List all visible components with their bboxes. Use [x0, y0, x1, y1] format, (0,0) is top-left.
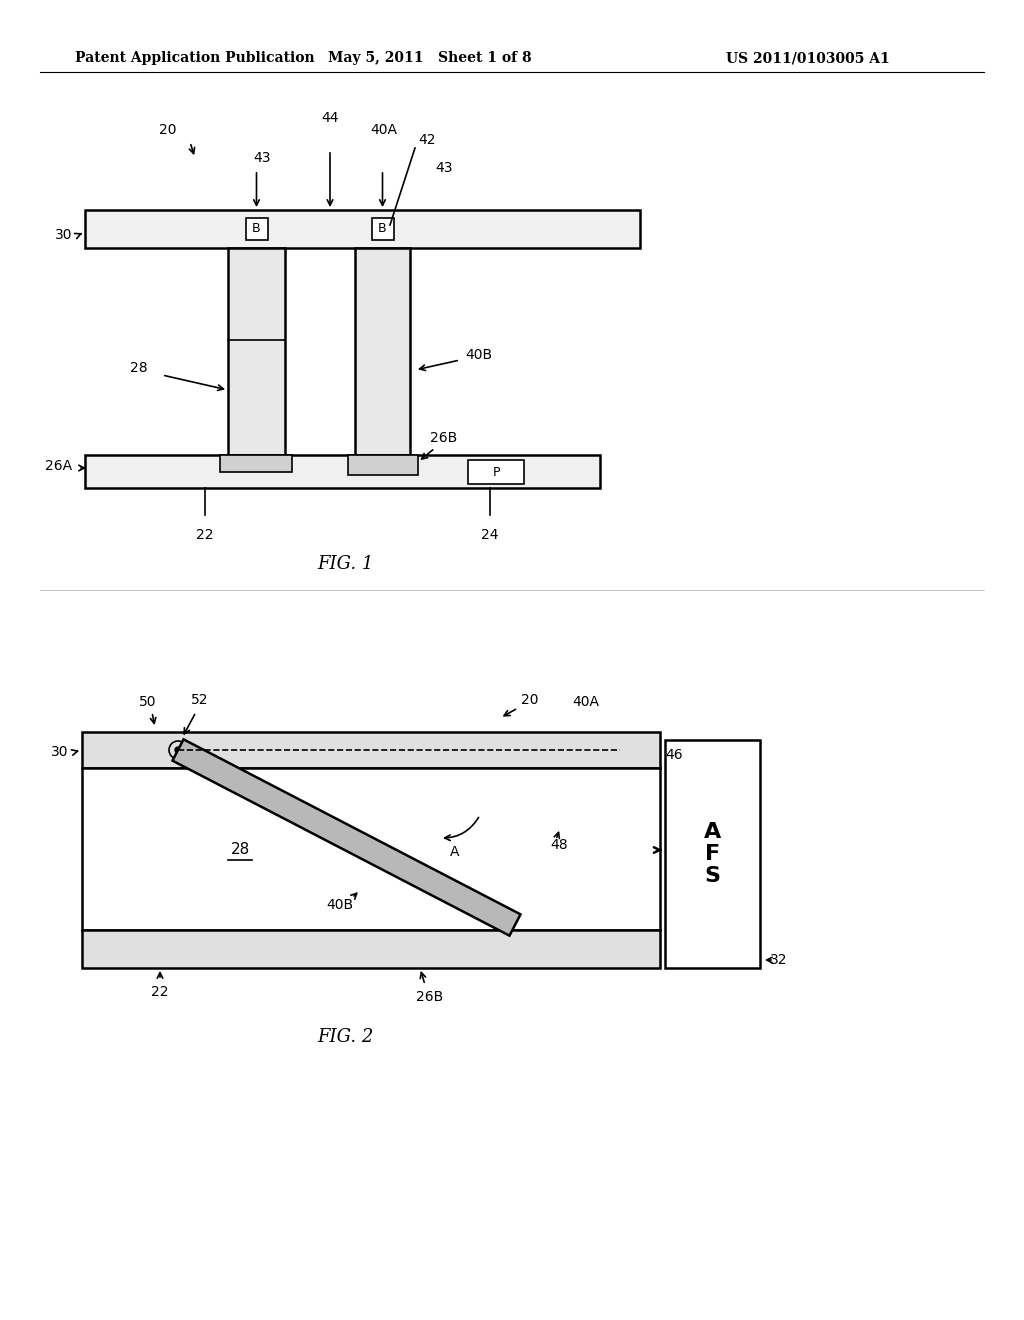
Polygon shape — [172, 739, 520, 936]
Bar — [220, 455, 292, 473]
Text: B: B — [378, 223, 387, 235]
Text: 40B: 40B — [465, 348, 493, 362]
Text: 24: 24 — [481, 528, 499, 543]
Text: 26B: 26B — [430, 432, 458, 445]
Bar — [246, 218, 267, 240]
Text: 50: 50 — [139, 696, 157, 709]
Bar — [355, 248, 410, 455]
Text: FIG. 1: FIG. 1 — [316, 554, 373, 573]
Text: 26B: 26B — [417, 990, 443, 1005]
Bar — [665, 741, 760, 968]
Text: 26A: 26A — [45, 459, 72, 473]
Text: 22: 22 — [152, 985, 169, 999]
Text: F: F — [705, 843, 720, 865]
Text: 30: 30 — [50, 744, 68, 759]
Text: Patent Application Publication: Patent Application Publication — [75, 51, 314, 65]
Text: A: A — [703, 822, 721, 842]
Text: 40A: 40A — [370, 123, 397, 137]
Bar — [348, 455, 418, 475]
Text: 46: 46 — [665, 748, 683, 762]
Bar — [82, 733, 660, 768]
Bar — [372, 218, 393, 240]
Text: 48: 48 — [550, 838, 567, 851]
Text: 30: 30 — [54, 228, 72, 242]
Text: FIG. 2: FIG. 2 — [316, 1028, 373, 1045]
Text: P: P — [493, 466, 500, 479]
Text: 43: 43 — [435, 161, 453, 176]
Text: 20: 20 — [521, 693, 539, 708]
Bar — [85, 455, 600, 488]
Text: 22: 22 — [197, 528, 214, 543]
Text: 42: 42 — [418, 133, 435, 147]
Text: B: B — [252, 223, 261, 235]
Text: 43: 43 — [253, 150, 270, 165]
Text: S: S — [705, 866, 721, 886]
Text: 28: 28 — [230, 842, 250, 858]
Text: 20: 20 — [160, 123, 177, 137]
Circle shape — [175, 747, 181, 752]
Text: A: A — [451, 845, 460, 859]
Bar — [82, 931, 660, 968]
Text: 40B: 40B — [327, 898, 353, 912]
Text: 28: 28 — [130, 360, 148, 375]
Bar — [468, 459, 524, 484]
Text: 44: 44 — [322, 111, 339, 125]
Text: 32: 32 — [770, 953, 787, 968]
Text: US 2011/0103005 A1: US 2011/0103005 A1 — [726, 51, 890, 65]
Text: 52: 52 — [191, 693, 209, 708]
Text: May 5, 2011   Sheet 1 of 8: May 5, 2011 Sheet 1 of 8 — [328, 51, 531, 65]
Bar — [228, 248, 285, 455]
Bar — [85, 210, 640, 248]
Bar — [82, 768, 660, 931]
Text: 40A: 40A — [572, 696, 599, 709]
